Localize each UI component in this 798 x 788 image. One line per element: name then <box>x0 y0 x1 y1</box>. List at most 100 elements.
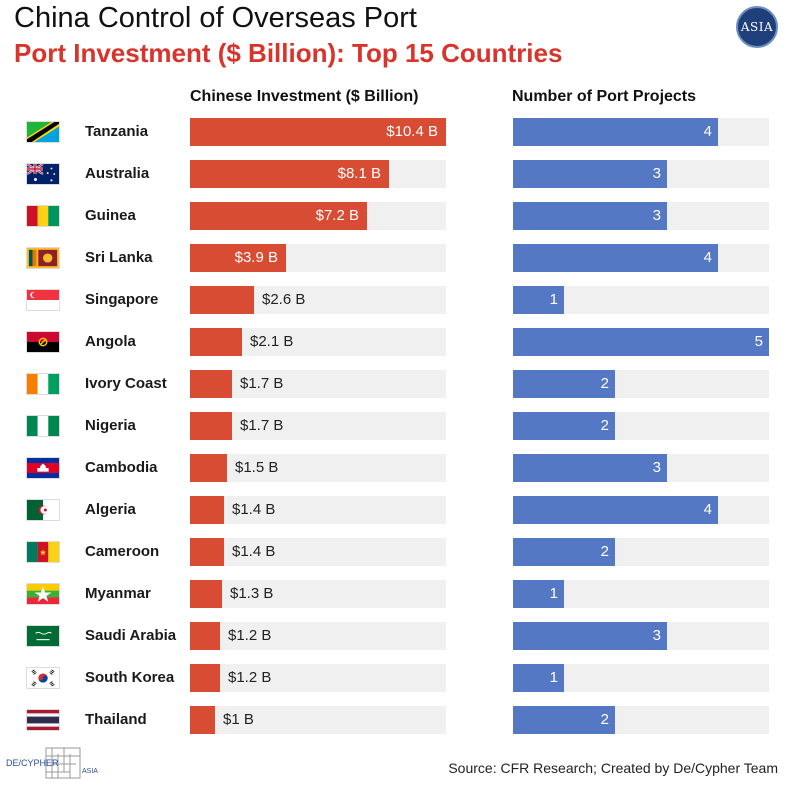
investment-value-label-australia: $8.1 B <box>337 165 381 182</box>
ivory-coast-flag-icon <box>26 373 60 395</box>
saudi-arabia-flag-icon <box>26 625 60 647</box>
country-label-sri-lanka: Sri Lanka <box>85 249 153 266</box>
investment-bar-guinea <box>190 202 367 230</box>
south-korea-flag-icon <box>26 667 60 689</box>
country-label-australia: Australia <box>85 165 150 182</box>
country-label-nigeria: Nigeria <box>85 417 136 434</box>
projects-bar-saudi-arabia <box>513 622 667 650</box>
investment-value-label-sri-lanka: $3.9 B <box>234 249 278 266</box>
investment-value-label-singapore: $2.6 B <box>262 291 306 308</box>
projects-bar-myanmar <box>513 580 564 608</box>
investment-value-label-guinea: $7.2 B <box>315 207 359 224</box>
projects-bar-singapore <box>513 286 564 314</box>
investment-value-label-angola: $2.1 B <box>250 333 294 350</box>
projects-bar-cambodia <box>513 454 667 482</box>
projects-bar-algeria <box>513 496 718 524</box>
projects-value-label-cambodia: 3 <box>652 459 661 476</box>
nigeria-flag-icon <box>26 415 60 437</box>
investment-bar-nigeria <box>190 412 232 440</box>
projects-bar-thailand <box>513 706 615 734</box>
projects-bar-ivory-coast <box>513 370 615 398</box>
projects-value-label-myanmar: 1 <box>549 585 558 602</box>
investment-value-label-algeria: $1.4 B <box>232 501 276 518</box>
projects-value-label-angola: 5 <box>754 333 763 350</box>
investment-bar-singapore <box>190 286 254 314</box>
thailand-flag-icon <box>26 709 60 731</box>
projects-value-label-south-korea: 1 <box>549 669 558 686</box>
investment-track-cambodia <box>190 454 446 482</box>
projects-value-label-singapore: 1 <box>549 291 558 308</box>
sri-lanka-flag-icon <box>26 247 60 269</box>
country-label-myanmar: Myanmar <box>85 585 151 602</box>
source-note: Source: CFR Research; Created by De/Cyph… <box>448 760 778 776</box>
investment-value-label-myanmar: $1.3 B <box>230 585 274 602</box>
investment-bar-australia <box>190 160 389 188</box>
decypher-logo-icon <box>45 747 81 779</box>
brand-sub: ASIA <box>82 768 98 775</box>
investment-value-label-ivory-coast: $1.7 B <box>240 375 284 392</box>
projects-value-label-tanzania: 4 <box>703 123 712 140</box>
chart-subtitle: Port Investment ($ Billion): Top 15 Coun… <box>14 38 563 68</box>
investment-bar-saudi-arabia <box>190 622 220 650</box>
projects-bar-guinea <box>513 202 667 230</box>
brand-name: DE/CYPHER <box>6 758 59 768</box>
investment-bar-cameroon <box>190 538 224 566</box>
investment-bar-ivory-coast <box>190 370 232 398</box>
myanmar-flag-icon <box>26 583 60 605</box>
country-label-saudi-arabia: Saudi Arabia <box>85 627 177 644</box>
projects-bar-sri-lanka <box>513 244 718 272</box>
projects-bar-australia <box>513 160 667 188</box>
guinea-flag-icon <box>26 205 60 227</box>
tanzania-flag-icon <box>26 121 60 143</box>
country-label-south-korea: South Korea <box>85 669 175 686</box>
projects-bar-south-korea <box>513 664 564 692</box>
australia-flag-icon <box>26 163 60 185</box>
projects-column-header: Number of Port Projects <box>512 88 697 105</box>
country-label-algeria: Algeria <box>85 501 136 518</box>
projects-value-label-nigeria: 2 <box>600 417 609 434</box>
country-label-singapore: Singapore <box>85 291 159 308</box>
projects-value-label-cameroon: 2 <box>600 543 609 560</box>
projects-value-label-sri-lanka: 4 <box>703 249 712 266</box>
projects-value-label-guinea: 3 <box>652 207 661 224</box>
investment-track-cameroon <box>190 538 446 566</box>
projects-value-label-australia: 3 <box>652 165 661 182</box>
investment-value-label-cameroon: $1.4 B <box>232 543 276 560</box>
projects-bar-cameroon <box>513 538 615 566</box>
projects-bar-tanzania <box>513 118 718 146</box>
country-label-cameroon: Cameroon <box>85 543 160 560</box>
investment-bar-south-korea <box>190 664 220 692</box>
investment-bar-angola <box>190 328 242 356</box>
asia-logo: ASIA <box>736 6 778 48</box>
cambodia-flag-icon <box>26 457 60 479</box>
cameroon-flag-icon <box>26 541 60 563</box>
algeria-flag-icon <box>26 499 60 521</box>
projects-bar-nigeria <box>513 412 615 440</box>
investment-value-label-nigeria: $1.7 B <box>240 417 284 434</box>
investment-bar-myanmar <box>190 580 222 608</box>
projects-bar-angola <box>513 328 769 356</box>
projects-value-label-algeria: 4 <box>703 501 712 518</box>
projects-value-label-thailand: 2 <box>600 711 609 728</box>
investment-bar-cambodia <box>190 454 227 482</box>
country-label-thailand: Thailand <box>85 711 147 728</box>
investment-value-label-cambodia: $1.5 B <box>235 459 279 476</box>
investment-bar-algeria <box>190 496 224 524</box>
investment-value-label-tanzania: $10.4 B <box>386 123 438 140</box>
investment-value-label-thailand: $1 B <box>223 711 254 728</box>
country-label-guinea: Guinea <box>85 207 136 224</box>
investment-column-header: Chinese Investment ($ Billion) <box>190 88 419 105</box>
country-label-ivory-coast: Ivory Coast <box>85 375 167 392</box>
country-label-angola: Angola <box>85 333 136 350</box>
projects-value-label-ivory-coast: 2 <box>600 375 609 392</box>
investment-value-label-south-korea: $1.2 B <box>228 669 272 686</box>
investment-bar-thailand <box>190 706 215 734</box>
investment-value-label-saudi-arabia: $1.2 B <box>228 627 272 644</box>
chart-title: China Control of Overseas Port <box>14 2 417 34</box>
singapore-flag-icon <box>26 289 60 311</box>
country-label-tanzania: Tanzania <box>85 123 149 140</box>
projects-value-label-saudi-arabia: 3 <box>652 627 661 644</box>
investment-bar-tanzania <box>190 118 446 146</box>
investment-bar-sri-lanka <box>190 244 286 272</box>
